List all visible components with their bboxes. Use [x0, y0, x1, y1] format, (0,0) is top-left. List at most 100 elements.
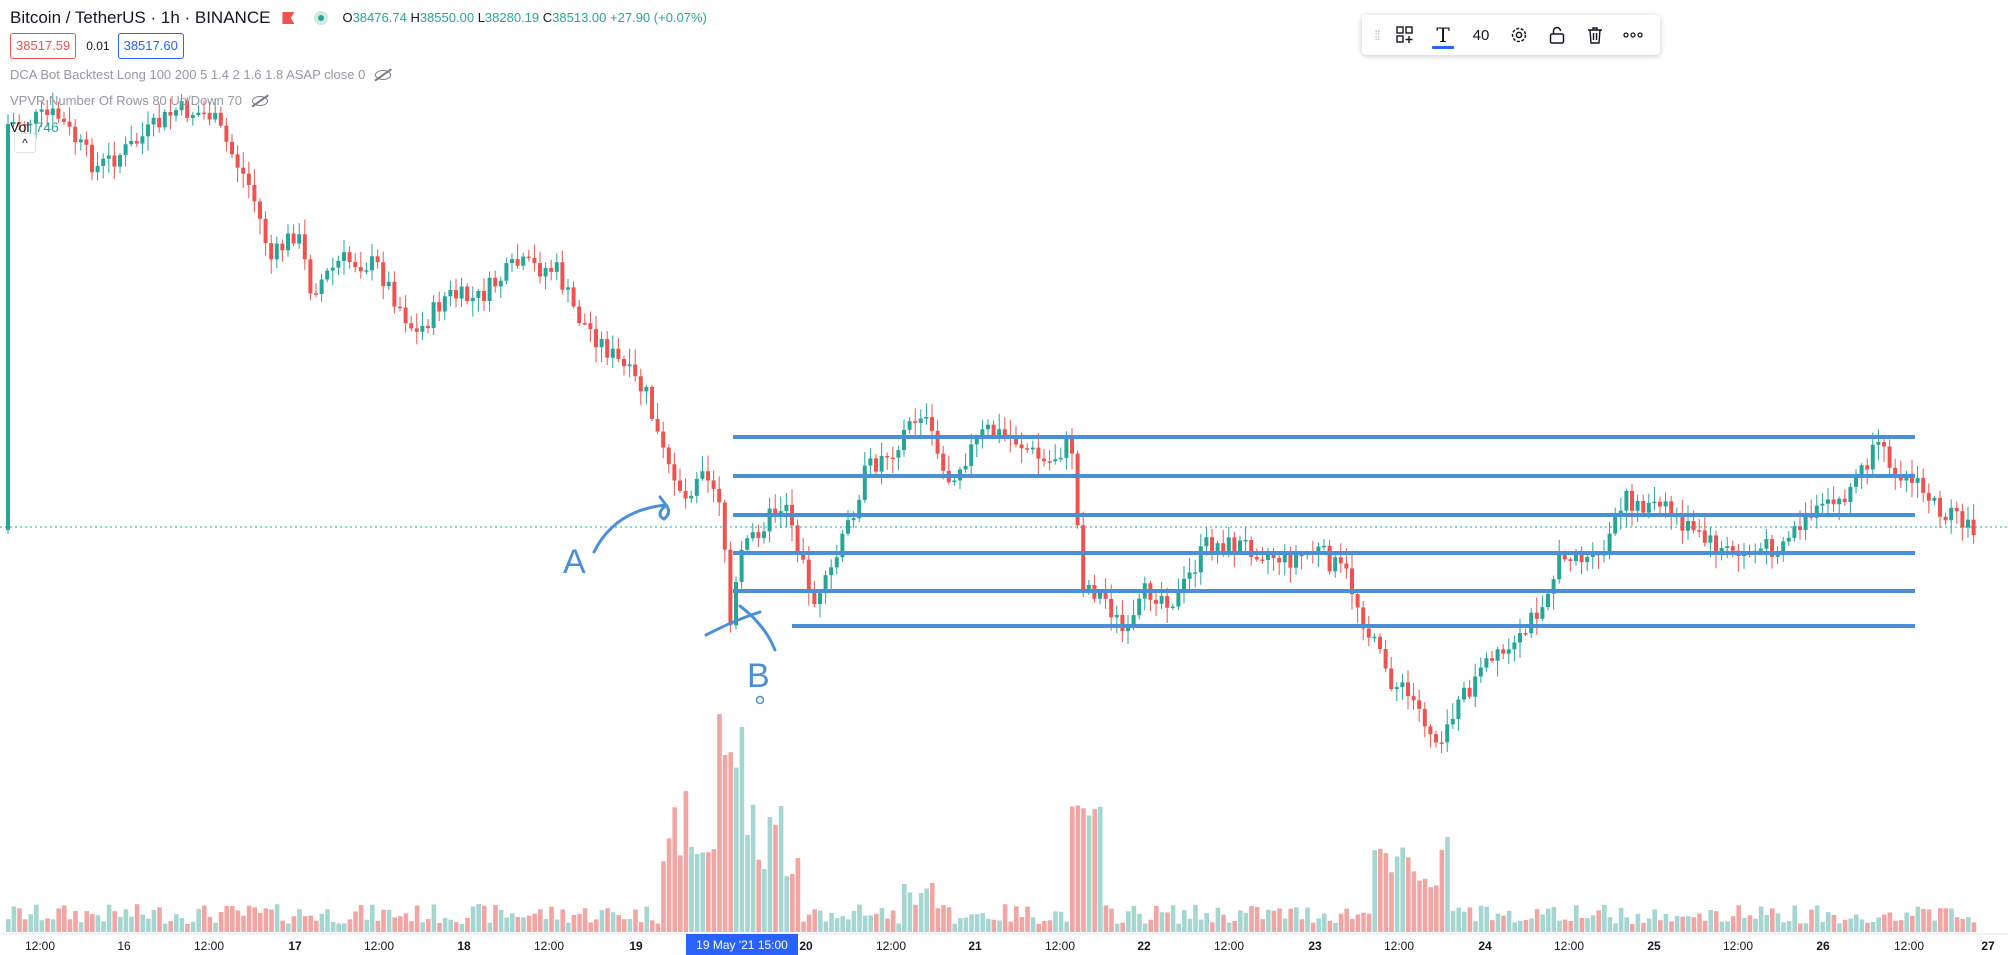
- chart-legend: Bitcoin / TetherUS · 1h · BINANCE O38476…: [10, 8, 707, 137]
- volume-bar: [431, 904, 437, 932]
- volume-bar: [1114, 923, 1120, 932]
- volume-bar: [1758, 906, 1764, 932]
- volume-bar: [375, 920, 381, 932]
- volume-bar: [1350, 919, 1355, 932]
- volume-bar: [812, 909, 817, 932]
- indicator-vpvr[interactable]: VPVR Number Of Rows 80 Up/Down 70: [10, 91, 707, 111]
- candle-body: [1960, 511, 1965, 528]
- font-size-button[interactable]: 40: [1472, 26, 1490, 44]
- symbol-title[interactable]: Bitcoin / TetherUS · 1h · BINANCE: [10, 8, 271, 27]
- volume-bar: [510, 913, 515, 932]
- volume-bar: [717, 714, 722, 932]
- candle-body: [1893, 467, 1898, 477]
- candle-body: [829, 567, 834, 576]
- hidden-eye-icon[interactable]: [375, 70, 392, 80]
- volume-bar: [1518, 920, 1523, 932]
- buy-price-button[interactable]: 38517.60: [117, 33, 184, 59]
- volume-bar: [594, 919, 599, 932]
- candle-body: [1114, 614, 1119, 618]
- candle-body: [17, 121, 22, 125]
- candle-body: [1086, 585, 1091, 590]
- candle-body: [1355, 594, 1360, 608]
- time-axis-label: 27: [1981, 939, 1995, 953]
- volume-bar: [1098, 806, 1103, 932]
- volume-bar: [252, 907, 257, 932]
- volume-bar: [1282, 918, 1288, 932]
- cross-drawing[interactable]: [704, 604, 777, 652]
- candle-body: [1613, 515, 1618, 534]
- candle-body: [218, 112, 223, 126]
- candle-body: [67, 121, 72, 127]
- candle-body: [1299, 554, 1304, 557]
- volume-bar: [482, 905, 487, 932]
- volume-legend[interactable]: Vol 746: [10, 119, 59, 135]
- volume-bar: [722, 755, 728, 932]
- drag-grip-icon[interactable]: ⁞⁞: [1374, 27, 1380, 43]
- flag-icon[interactable]: [282, 12, 295, 24]
- delete-icon[interactable]: [1576, 19, 1614, 51]
- volume-bar: [582, 908, 588, 932]
- volume-bar: [1210, 922, 1215, 932]
- candle-body: [991, 424, 996, 436]
- lock-icon[interactable]: [1538, 19, 1576, 51]
- candle-body: [1803, 512, 1808, 530]
- volume-bar: [1254, 906, 1260, 932]
- volume-bar: [834, 918, 840, 932]
- candle-body: [1294, 554, 1298, 568]
- volume-bar: [924, 888, 929, 932]
- candle-body: [353, 261, 358, 268]
- drawing-anchor-handle[interactable]: [755, 695, 765, 705]
- add-template-icon[interactable]: [1386, 19, 1424, 51]
- volume-bar: [1501, 915, 1506, 932]
- candle-body: [78, 139, 83, 143]
- candle-body: [1781, 541, 1786, 553]
- annotation-label-a[interactable]: A: [563, 543, 586, 581]
- volume-bar: [946, 907, 952, 932]
- candle-body: [431, 302, 436, 329]
- collapse-legend-button[interactable]: ^: [14, 133, 36, 153]
- candle-body: [1607, 533, 1612, 552]
- sell-price-button[interactable]: 38517.59: [10, 33, 77, 59]
- candle-body: [605, 338, 610, 358]
- settings-icon[interactable]: [1500, 19, 1538, 51]
- candle-body: [986, 424, 990, 430]
- candle-body: [627, 364, 632, 367]
- volume-bar: [1775, 913, 1781, 932]
- more-icon[interactable]: [1614, 19, 1652, 51]
- volume-bar: [1865, 922, 1870, 932]
- volume-bar: [106, 904, 112, 932]
- candle-body: [1686, 521, 1690, 531]
- candle-body: [711, 480, 716, 489]
- volume-bar: [1406, 857, 1411, 932]
- indicator-dca-bot[interactable]: DCA Bot Backtest Long 100 200 5 1.4 2 1.…: [10, 65, 707, 85]
- volume-bar: [1064, 921, 1069, 932]
- candle-body: [414, 328, 419, 332]
- volume-bar: [1730, 916, 1736, 932]
- volume-bar: [1646, 918, 1652, 932]
- volume-bar: [1294, 907, 1299, 932]
- volume-bar: [1299, 919, 1305, 932]
- volume-bar: [56, 908, 61, 932]
- volume-bar: [17, 908, 22, 932]
- annotation-label-b[interactable]: B: [747, 657, 770, 695]
- hidden-eye-icon[interactable]: [251, 96, 268, 106]
- volume-bar: [823, 921, 829, 932]
- volume-bar: [1803, 923, 1809, 932]
- volume-bar: [1658, 920, 1663, 932]
- volume-bar: [34, 904, 39, 932]
- candle-body: [801, 551, 806, 560]
- text-tool-icon[interactable]: T: [1424, 19, 1462, 51]
- volume-bar: [902, 883, 907, 932]
- arrow-drawing[interactable]: [592, 495, 671, 554]
- candle-body: [129, 141, 134, 145]
- volume-bar: [1949, 908, 1954, 932]
- candle-body: [1019, 444, 1024, 449]
- volume-bar: [1422, 878, 1428, 932]
- candle-body: [1109, 598, 1114, 618]
- volume-bar: [1714, 911, 1719, 932]
- candle-body: [868, 458, 873, 466]
- candle-body: [1462, 687, 1466, 700]
- candle-body: [1327, 545, 1332, 572]
